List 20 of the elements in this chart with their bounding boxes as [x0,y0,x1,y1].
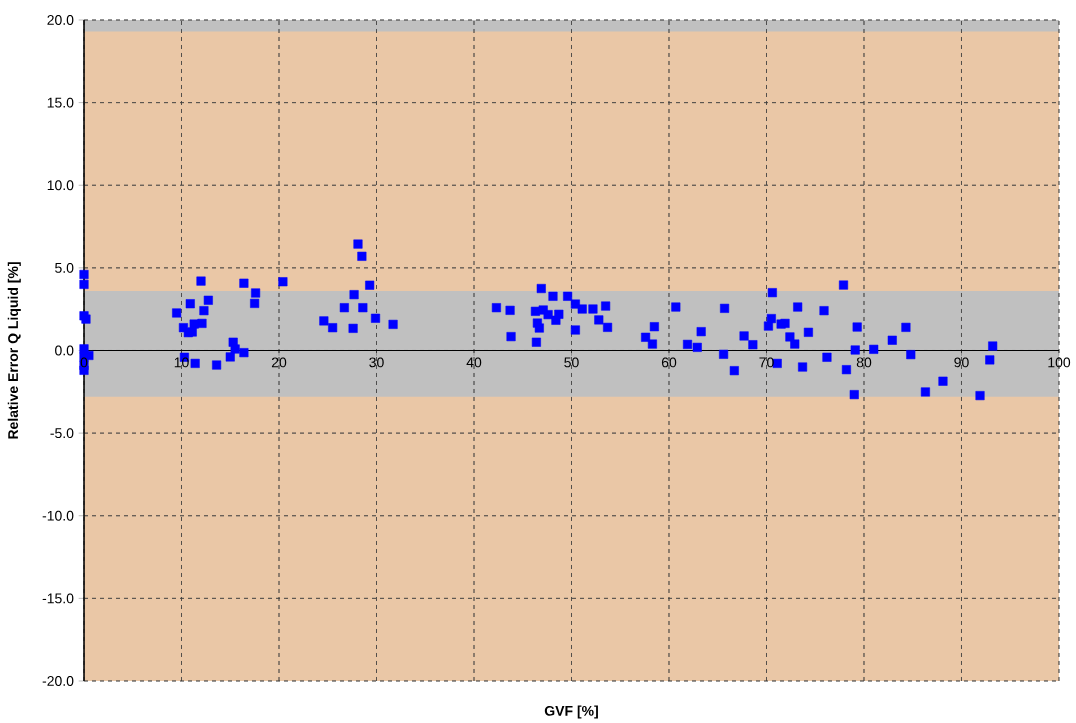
x-tick-label: 40 [466,357,482,368]
x-tick-label: 100 [1048,357,1071,368]
x-tick-label: 50 [564,357,579,368]
y-tick-label: -15.0 [42,593,74,604]
y-tick-label: -20.0 [42,676,74,686]
y-tick-label: 0.0 [55,345,74,356]
x-axis-title: GVF [%] [544,705,598,719]
x-tick-label: 20 [271,357,287,368]
y-tick-label: 20.0 [47,15,74,25]
y-tick-label: -5.0 [50,428,74,439]
x-tick-label: 60 [661,357,677,368]
y-tick-label: -10.0 [42,510,74,521]
x-tick-label: 80 [856,357,872,368]
x-tick-label: 90 [954,357,969,368]
y-axis-title: Relative Error Q Liquid [%] [7,262,21,439]
x-tick-label: 0 [80,357,88,368]
y-tick-label: 5.0 [55,262,74,273]
y-tick-label: 10.0 [47,180,74,191]
x-tick-label: 30 [369,357,384,368]
y-tick-label: 15.0 [47,97,74,108]
